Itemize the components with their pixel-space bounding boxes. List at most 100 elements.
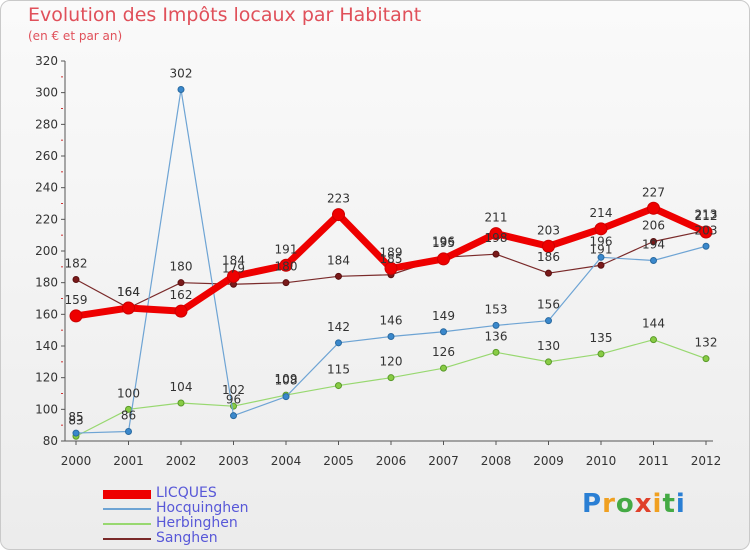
data-label: 153	[485, 302, 508, 316]
data-point	[122, 301, 135, 315]
x-tick-label: 2011	[638, 454, 669, 468]
data-label: 135	[590, 331, 613, 345]
data-point	[125, 428, 132, 435]
data-point	[177, 86, 185, 93]
logo-letter: i	[652, 489, 663, 519]
data-point	[279, 258, 293, 272]
data-label: 156	[537, 298, 560, 312]
data-point	[440, 328, 447, 336]
data-point	[542, 239, 555, 253]
data-point	[545, 269, 552, 277]
data-label: 142	[327, 320, 350, 334]
y-tick-label: 180	[35, 276, 58, 290]
data-label: 149	[432, 309, 455, 323]
x-tick-label: 2007	[428, 454, 459, 468]
data-label: 196	[432, 234, 455, 248]
chart-subtitle: (en € et par an)	[28, 29, 123, 43]
x-tick-label: 2000	[61, 454, 92, 468]
y-tick-label: 280	[35, 117, 58, 131]
data-label: 180	[275, 260, 298, 274]
data-label: 159	[65, 293, 88, 307]
data-point	[177, 399, 185, 407]
data-point	[332, 208, 345, 222]
data-point	[492, 348, 500, 356]
data-point	[702, 355, 710, 363]
data-label: 203	[537, 223, 560, 237]
data-label: 227	[642, 185, 665, 199]
data-label: 115	[327, 363, 350, 377]
x-tick-label: 2005	[323, 454, 354, 468]
data-label: 146	[380, 314, 403, 328]
logo-letter: x	[634, 489, 653, 519]
data-point	[492, 321, 500, 329]
data-label: 211	[485, 211, 508, 225]
labels-licques: 159 164 162 184 191 223 189 195 211 203 214 227 212	[65, 185, 718, 307]
data-point	[282, 393, 290, 401]
x-tick-label: 2003	[218, 454, 249, 468]
y-tick-label: 160	[35, 307, 58, 321]
data-label: 179	[222, 261, 245, 275]
data-label: 191	[590, 242, 613, 256]
series-licques	[69, 201, 713, 323]
data-point	[335, 272, 342, 280]
y-tick-label: 260	[35, 149, 58, 163]
data-label: 104	[170, 380, 193, 394]
data-label: 185	[380, 252, 403, 266]
data-label: 83	[68, 413, 83, 427]
data-point	[650, 257, 657, 264]
x-tick-label: 2009	[533, 454, 564, 468]
y-tick-label: 140	[35, 339, 58, 353]
labels-herbinghen: 83 100 104 102 109 115 120 126 136 130 135 144 132	[68, 317, 717, 428]
y-tick-label: 120	[35, 371, 58, 385]
data-point	[230, 412, 237, 420]
x-tick-label: 2001	[113, 454, 144, 468]
data-label: 162	[170, 288, 193, 302]
data-label: 302	[170, 67, 193, 81]
series-hocquinghen	[72, 86, 710, 437]
chart-title: Evolution des Impôts locaux par Habitant	[28, 4, 422, 26]
y-tick-label: 220	[35, 212, 58, 226]
data-label: 100	[117, 386, 140, 400]
data-point	[492, 250, 500, 258]
data-label: 132	[695, 336, 718, 350]
data-label: 194	[642, 238, 665, 252]
logo-letter: i	[675, 489, 686, 519]
data-label: 102	[222, 383, 245, 397]
legend-swatch	[103, 538, 151, 540]
x-tick-label: 2002	[166, 454, 197, 468]
logo-letter: P	[582, 489, 603, 519]
y-tick-label: 300	[35, 86, 58, 100]
data-point	[545, 317, 552, 325]
legend-label: Herbinghen	[156, 515, 238, 531]
y-tick-label: 100	[35, 402, 58, 416]
data-point	[437, 252, 450, 266]
y-tick-label: 320	[35, 54, 58, 68]
x-tick-label: 2004	[271, 454, 302, 468]
data-label: 213	[695, 207, 718, 221]
data-label: 85	[68, 410, 83, 424]
series-herbinghen	[72, 336, 710, 440]
labels-sanghen: 182 164 180 179 180 184 185 196 198 186 191 206 213	[65, 207, 718, 299]
x-tick-label: 2006	[376, 454, 407, 468]
data-point	[69, 309, 83, 323]
y-tick-label: 240	[35, 181, 58, 195]
legend-swatch	[103, 508, 151, 510]
data-point	[282, 279, 290, 287]
data-label: 198	[485, 231, 508, 245]
data-point	[335, 339, 342, 347]
data-point	[650, 336, 657, 344]
legend-label: Sanghen	[156, 530, 218, 546]
data-label: 86	[121, 409, 136, 423]
data-point	[545, 358, 552, 366]
data-label: 180	[170, 260, 193, 274]
data-point	[650, 238, 657, 245]
labels-hocquinghen: 85 86 302 96 108 142 146 149 153 156 196 194 203	[68, 67, 717, 425]
legend-label: LICQUES	[156, 485, 217, 501]
data-label: 186	[537, 250, 560, 264]
x-tick-label: 2010	[586, 454, 617, 468]
data-label: 164	[117, 285, 140, 299]
data-label: 144	[642, 317, 665, 331]
data-point	[489, 227, 503, 241]
data-point	[72, 276, 80, 283]
data-point	[72, 429, 80, 437]
